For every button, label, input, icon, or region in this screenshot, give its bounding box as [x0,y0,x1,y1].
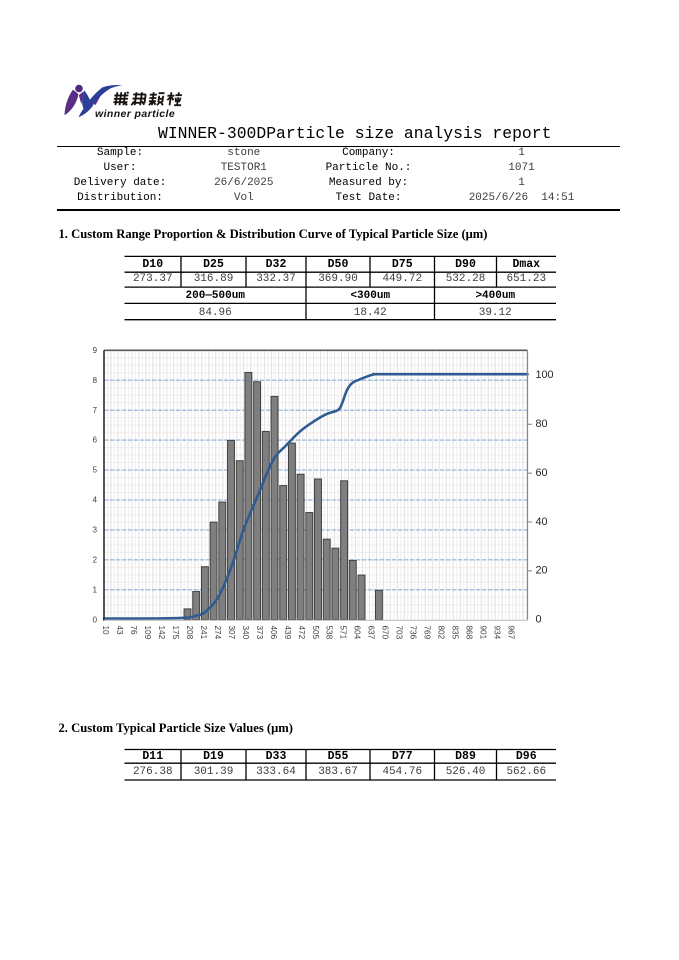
svg-text:0: 0 [92,615,97,624]
svg-text:505: 505 [311,626,320,640]
svg-text:835: 835 [450,626,459,640]
svg-text:142: 142 [157,626,166,640]
svg-text:868: 868 [464,626,473,640]
svg-text:736: 736 [409,626,418,640]
svg-text:373: 373 [255,626,264,640]
svg-text:934: 934 [492,626,501,640]
svg-text:175: 175 [171,626,180,640]
svg-text:5: 5 [92,466,97,475]
svg-text:40: 40 [536,516,548,528]
svg-text:6: 6 [92,436,97,445]
svg-text:43: 43 [115,626,124,636]
svg-text:439: 439 [283,626,292,640]
svg-text:3: 3 [92,526,97,535]
svg-text:307: 307 [227,626,236,640]
svg-text:604: 604 [353,626,362,640]
svg-text:208: 208 [185,626,194,640]
svg-text:670: 670 [381,626,390,640]
svg-text:340: 340 [241,626,250,640]
svg-text:637: 637 [367,626,376,640]
svg-text:109: 109 [143,626,152,640]
svg-text:4: 4 [92,496,97,505]
svg-text:274: 274 [213,626,222,640]
svg-text:76: 76 [129,626,138,636]
svg-text:802: 802 [436,626,445,640]
svg-text:80: 80 [536,418,548,430]
svg-text:901: 901 [478,626,487,640]
svg-text:7: 7 [92,406,97,415]
svg-text:10: 10 [101,626,110,636]
svg-text:472: 472 [297,626,306,640]
svg-text:20: 20 [536,565,548,577]
svg-text:1: 1 [92,585,97,594]
svg-text:769: 769 [423,626,432,640]
svg-text:8: 8 [92,376,97,385]
svg-text:60: 60 [536,467,548,479]
svg-text:9: 9 [92,346,97,355]
svg-text:538: 538 [325,626,334,640]
svg-text:406: 406 [269,626,278,640]
svg-text:967: 967 [506,626,515,640]
svg-text:571: 571 [339,626,348,640]
svg-text:0: 0 [536,614,542,626]
svg-text:100: 100 [536,369,554,381]
svg-text:241: 241 [199,626,208,640]
svg-text:2: 2 [92,555,97,564]
svg-text:703: 703 [395,626,404,640]
